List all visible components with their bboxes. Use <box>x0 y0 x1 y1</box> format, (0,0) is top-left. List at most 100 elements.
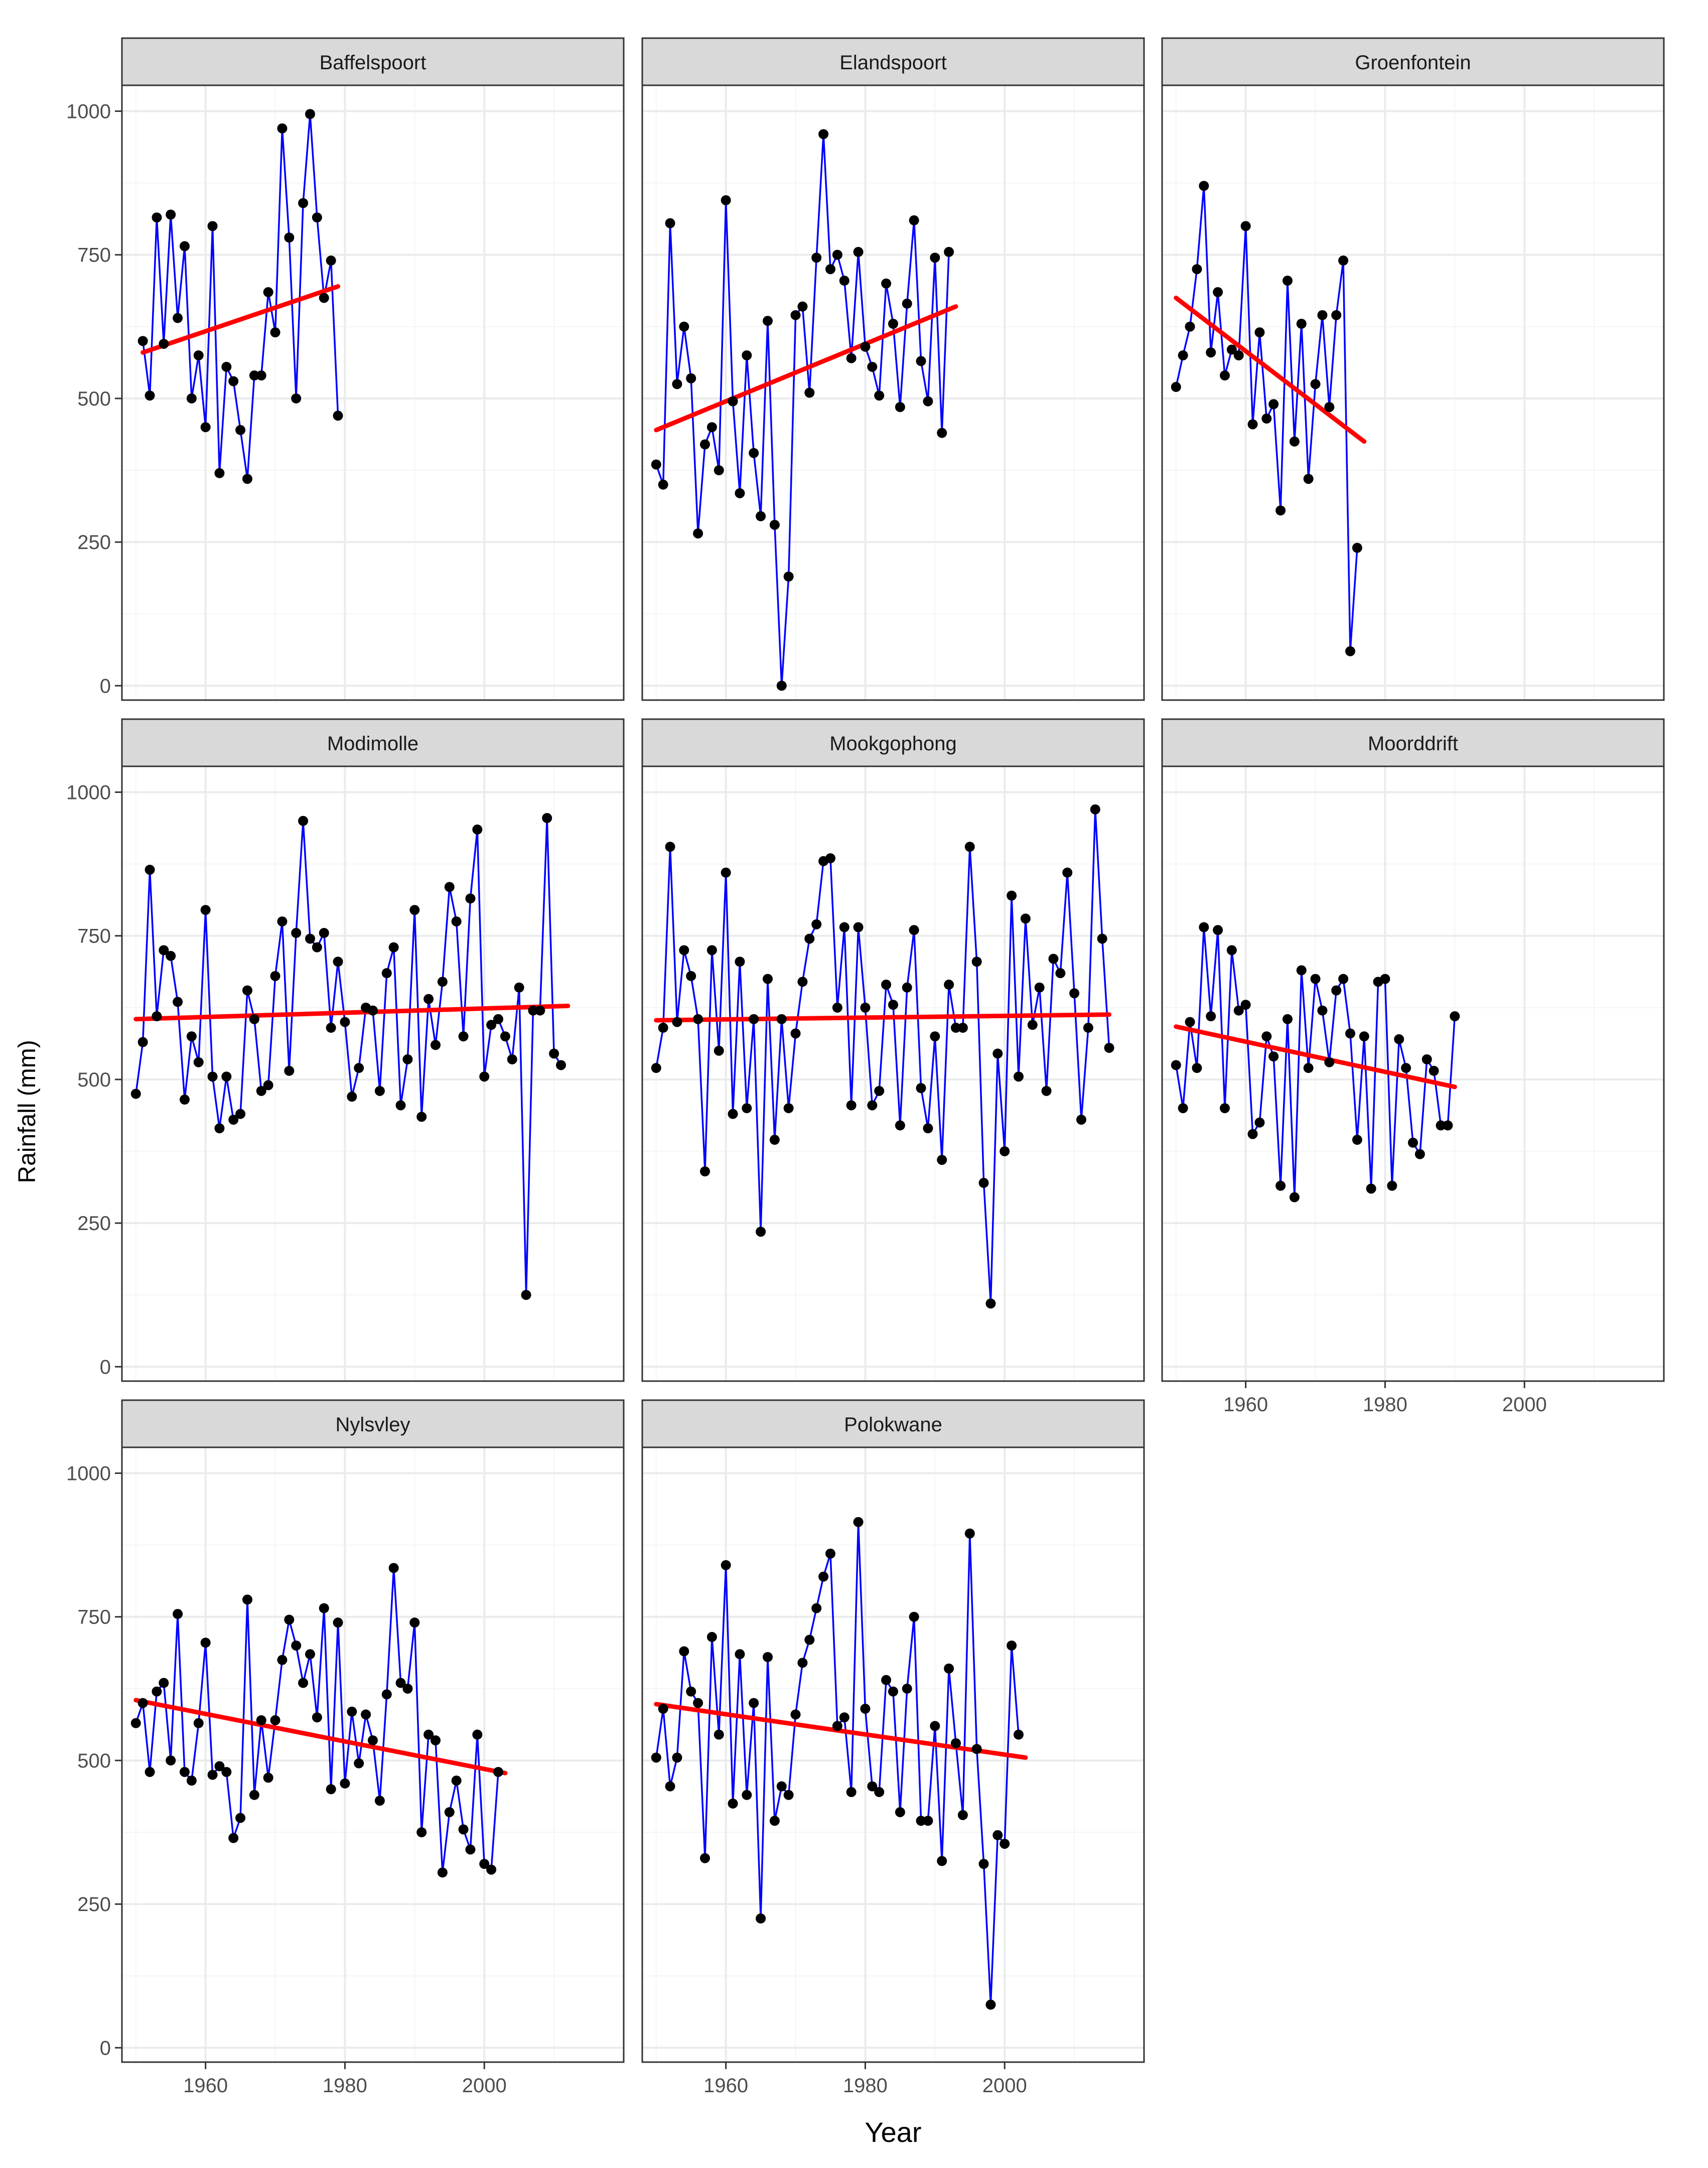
data-point <box>1171 1060 1181 1070</box>
data-point <box>347 1092 357 1102</box>
data-point <box>909 1611 919 1622</box>
data-point <box>235 1813 246 1823</box>
data-point <box>1254 1117 1265 1128</box>
data-point <box>500 1031 510 1042</box>
data-points <box>651 804 1114 1309</box>
data-point <box>214 1123 225 1134</box>
panel-baffelspoort: Baffelspoort 0 250 500 750 1000 <box>66 37 625 701</box>
data-point <box>763 316 773 326</box>
data-point <box>291 393 302 403</box>
data-point <box>479 1859 490 1869</box>
data-point <box>180 1095 190 1105</box>
data-point <box>1429 1065 1439 1076</box>
panel-background <box>122 85 624 700</box>
data-point <box>1171 382 1181 392</box>
data-point <box>556 1060 566 1070</box>
data-point <box>1192 264 1202 275</box>
data-point <box>186 1031 197 1042</box>
data-point <box>1199 922 1209 932</box>
data-point <box>145 865 155 875</box>
data-point <box>672 1017 682 1027</box>
data-point <box>1450 1011 1460 1022</box>
data-point <box>465 893 476 904</box>
x-axis: 1960 1980 2000 <box>1223 1381 1547 1416</box>
data-point <box>1041 1086 1052 1096</box>
data-point <box>326 1022 336 1033</box>
data-point <box>721 867 731 878</box>
data-point <box>270 971 280 981</box>
data-point <box>1421 1054 1432 1064</box>
data-points <box>651 129 954 691</box>
x-tick-label: 2000 <box>462 2075 507 2097</box>
data-point <box>679 945 689 956</box>
data-point <box>145 1767 155 1777</box>
data-point <box>200 422 211 433</box>
data-point <box>1296 319 1307 329</box>
data-point <box>832 1002 842 1013</box>
data-point <box>916 1083 926 1094</box>
data-point <box>159 1678 169 1688</box>
data-point <box>270 1715 280 1725</box>
data-point <box>978 1859 989 1869</box>
data-point <box>895 1120 905 1131</box>
data-point <box>825 853 835 864</box>
data-point <box>270 327 280 338</box>
data-point <box>207 1770 218 1780</box>
trend-line <box>1174 1024 1457 1090</box>
data-point <box>665 218 675 228</box>
data-point <box>1062 867 1073 878</box>
data-point <box>1352 543 1362 553</box>
trend-line <box>140 284 341 355</box>
data-point <box>228 1833 239 1843</box>
data-point <box>825 264 835 275</box>
data-point <box>1268 399 1279 410</box>
data-point <box>284 232 295 243</box>
data-point <box>1034 982 1045 993</box>
data-point <box>152 1011 162 1022</box>
data-point <box>706 422 717 433</box>
data-point <box>756 511 766 521</box>
x-axis: 1960 1980 2000 <box>703 2062 1027 2097</box>
y-tick-label: 500 <box>77 1069 111 1091</box>
panel-border <box>641 765 1145 1382</box>
data-point <box>923 396 933 406</box>
major-gridlines <box>122 766 624 1381</box>
data-point <box>839 1712 849 1723</box>
data-point <box>978 1178 989 1188</box>
data-point <box>658 1703 668 1714</box>
data-point <box>493 1014 503 1024</box>
y-axis-title: Rainfall (mm) <box>14 1040 41 1183</box>
panel-border <box>641 84 1145 701</box>
data-point <box>728 1109 738 1119</box>
data-point <box>957 1022 968 1033</box>
data-point <box>902 982 912 993</box>
data-point <box>1226 344 1237 355</box>
data-point <box>749 1014 759 1024</box>
data-point <box>180 241 190 251</box>
data-point <box>951 1738 961 1748</box>
data-point <box>902 1683 912 1694</box>
data-point <box>706 1632 717 1642</box>
data-point <box>1414 1149 1425 1159</box>
data-point <box>783 1103 794 1114</box>
data-point <box>388 942 399 953</box>
data-point <box>846 1787 857 1797</box>
data-point <box>423 994 434 1004</box>
data-point <box>535 1005 545 1016</box>
y-tick-label: 500 <box>77 1750 111 1772</box>
data-point <box>200 1638 211 1648</box>
data-point <box>256 1715 266 1725</box>
data-point <box>1380 974 1390 984</box>
y-axis: 0 250 500 750 1000 <box>66 1463 122 2059</box>
data-point <box>679 321 689 332</box>
data-point <box>277 916 288 927</box>
data-point <box>1247 1129 1258 1139</box>
x-tick-label: 2000 <box>982 2075 1027 2097</box>
data-point <box>242 985 252 996</box>
data-point <box>214 468 225 478</box>
data-point <box>665 842 675 852</box>
data-point <box>1310 974 1321 984</box>
data-point <box>1220 370 1230 381</box>
data-point <box>1206 1011 1216 1022</box>
data-point <box>867 1100 878 1111</box>
